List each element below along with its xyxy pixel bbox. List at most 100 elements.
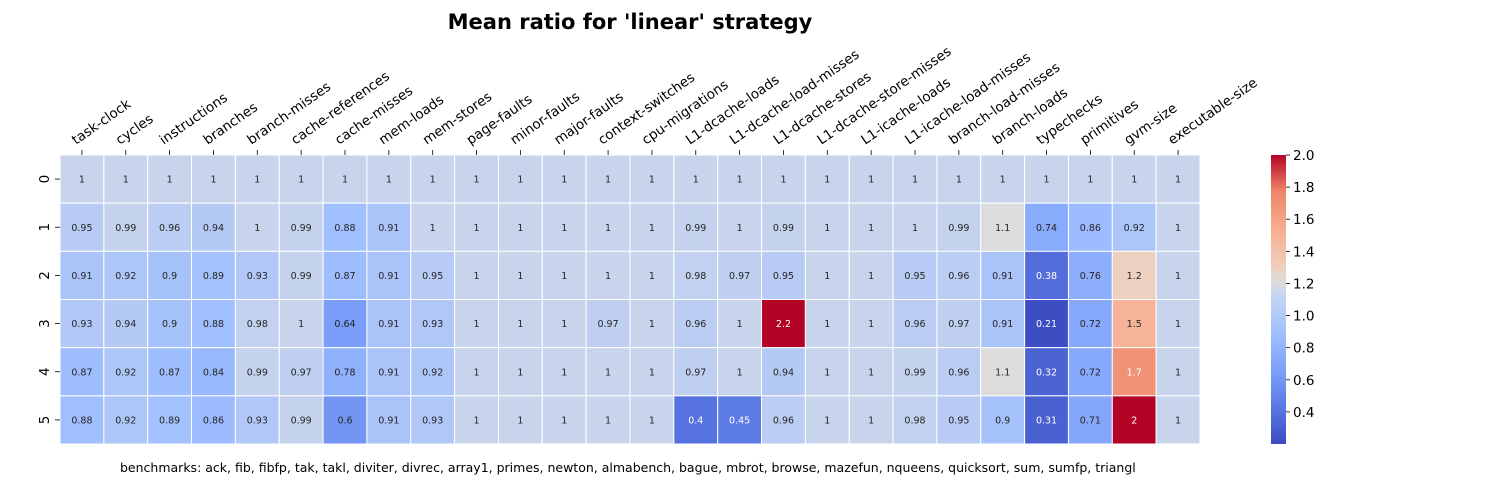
cell-value-label: 0.88 — [71, 415, 92, 426]
cell-value-label: 0.72 — [1080, 367, 1101, 378]
cell-value-label: 0.88 — [203, 319, 224, 330]
cell-value-label: 1 — [605, 223, 611, 234]
cell-value-label: 0.91 — [378, 223, 399, 234]
cell-value-label: 0.91 — [992, 319, 1013, 330]
cell-value-label: 1 — [737, 175, 743, 186]
heatmap-cell — [278, 395, 324, 445]
heatmap-cell — [717, 250, 763, 300]
cell-value-label: 0.97 — [729, 271, 750, 282]
heatmap-cell — [804, 202, 850, 252]
benchmarks-footnote: benchmarks: ack, fib, fibfp, tak, takl, … — [120, 460, 1136, 475]
cell-value-label: 1 — [430, 223, 436, 234]
colorbar-tick-label: 0.4 — [1293, 405, 1314, 421]
cell-value-label: 0.97 — [685, 367, 706, 378]
heatmap-cell — [848, 154, 894, 204]
cell-value-label: 0.92 — [115, 415, 136, 426]
heatmap-cell — [191, 347, 236, 397]
cell-value-label: 1 — [868, 271, 874, 282]
cell-value-label: 1 — [123, 175, 129, 186]
cell-value-label: 0.93 — [247, 415, 268, 426]
cell-value-label: 0.96 — [773, 415, 794, 426]
cell-value-label: 1 — [649, 367, 655, 378]
cell-value-label: 2 — [1131, 415, 1137, 426]
cell-value-label: 1 — [474, 319, 480, 330]
cell-value-label: 0.99 — [948, 223, 969, 234]
cell-value-label: 1 — [1175, 319, 1181, 330]
cell-value-label: 1 — [1175, 415, 1181, 426]
heatmap-cell — [673, 154, 719, 204]
heatmap-cell — [761, 154, 806, 204]
cell-value-label: 1 — [298, 319, 304, 330]
cell-value-label: 1 — [868, 415, 874, 426]
cell-value-label: 0.9 — [162, 319, 177, 330]
cell-value-label: 0.99 — [904, 367, 925, 378]
cell-value-label: 1.2 — [1127, 271, 1142, 282]
cell-value-label: 0.31 — [1036, 415, 1057, 426]
cell-value-label: 0.93 — [422, 319, 443, 330]
cell-value-label: 1 — [780, 175, 786, 186]
cell-value-label: 1 — [474, 367, 480, 378]
cell-value-label: 1.5 — [1127, 319, 1142, 330]
heatmap-cell — [497, 299, 543, 349]
heatmap-cell — [541, 154, 587, 204]
heatmap-cell — [410, 347, 456, 397]
cell-value-label: 0.95 — [422, 271, 443, 282]
heatmap-cells: 1 1 1 1 1 1 1 1 1 1 1 1 1 1 1 1 1 1 1 1 1 1 1 1 1 1 0.95 0.99 0.96 0.… — [59, 154, 1201, 445]
colorbar-tick-label: 1.6 — [1293, 212, 1314, 228]
heatmap-cell — [234, 202, 280, 252]
cell-value-label: 0.4 — [688, 415, 703, 426]
cell-value-label: 1 — [649, 319, 655, 330]
cell-value-label: 0.99 — [773, 223, 794, 234]
heatmap-cell — [366, 395, 412, 445]
heatmap-cell — [585, 395, 631, 445]
cell-value-label: 0.95 — [948, 415, 969, 426]
cell-value-label: 1 — [474, 415, 480, 426]
cell-value-label: 0.94 — [203, 223, 224, 234]
cell-value-label: 0.89 — [159, 415, 180, 426]
heatmap-cell — [147, 347, 193, 397]
heatmap-cell — [980, 154, 1026, 204]
colorbar-tick-label: 1.2 — [1293, 276, 1314, 292]
cell-value-label: 1 — [342, 175, 348, 186]
colorbar: 0.4 0.6 0.8 1.0 1.2 1.4 1.6 1.8 2.0 — [1271, 148, 1314, 444]
cell-value-label: 0.6 — [337, 415, 352, 426]
heatmap-cell — [322, 250, 368, 300]
cell-value-label: 1 — [649, 415, 655, 426]
cell-value-label: 1 — [1175, 175, 1181, 186]
cell-value-label: 1 — [474, 271, 480, 282]
heatmap-cell — [454, 347, 499, 397]
cell-value-label: 1 — [605, 271, 611, 282]
heatmap-cell — [717, 299, 763, 349]
cell-value-label: 1 — [868, 223, 874, 234]
heatmap-cell — [322, 299, 368, 349]
heatmap-cell — [936, 299, 982, 349]
cell-value-label: 0.93 — [422, 415, 443, 426]
heatmap-cell — [454, 250, 499, 300]
cell-value-label: 0.99 — [291, 271, 312, 282]
cell-value-label: 0.96 — [948, 367, 969, 378]
cell-value-label: 1 — [254, 223, 260, 234]
cell-value-label: 1 — [956, 175, 962, 186]
cell-value-label: 1 — [1000, 175, 1006, 186]
heatmap-cell — [804, 154, 850, 204]
cell-value-label: 0.45 — [729, 415, 750, 426]
heatmap-cell — [322, 347, 368, 397]
cell-value-label: 0.86 — [203, 415, 224, 426]
heatmap-cell — [673, 299, 719, 349]
x-tick-label: executable-size — [1165, 75, 1260, 148]
cell-value-label: 1 — [649, 271, 655, 282]
cell-value-label: 1 — [298, 175, 304, 186]
heatmap-cell — [848, 202, 894, 252]
heatmap-cell — [191, 250, 236, 300]
heatmap-cell — [673, 202, 719, 252]
heatmap-cell — [848, 395, 894, 445]
heatmap-cell — [1155, 395, 1201, 445]
cell-value-label: 1 — [517, 367, 523, 378]
cell-value-label: 1 — [824, 223, 830, 234]
cell-value-label: 0.21 — [1036, 319, 1057, 330]
cell-value-label: 1 — [737, 367, 743, 378]
cell-value-label: 0.9 — [995, 415, 1010, 426]
colorbar-tick-label: 1.8 — [1293, 180, 1314, 196]
heatmap-cell — [1155, 202, 1201, 252]
